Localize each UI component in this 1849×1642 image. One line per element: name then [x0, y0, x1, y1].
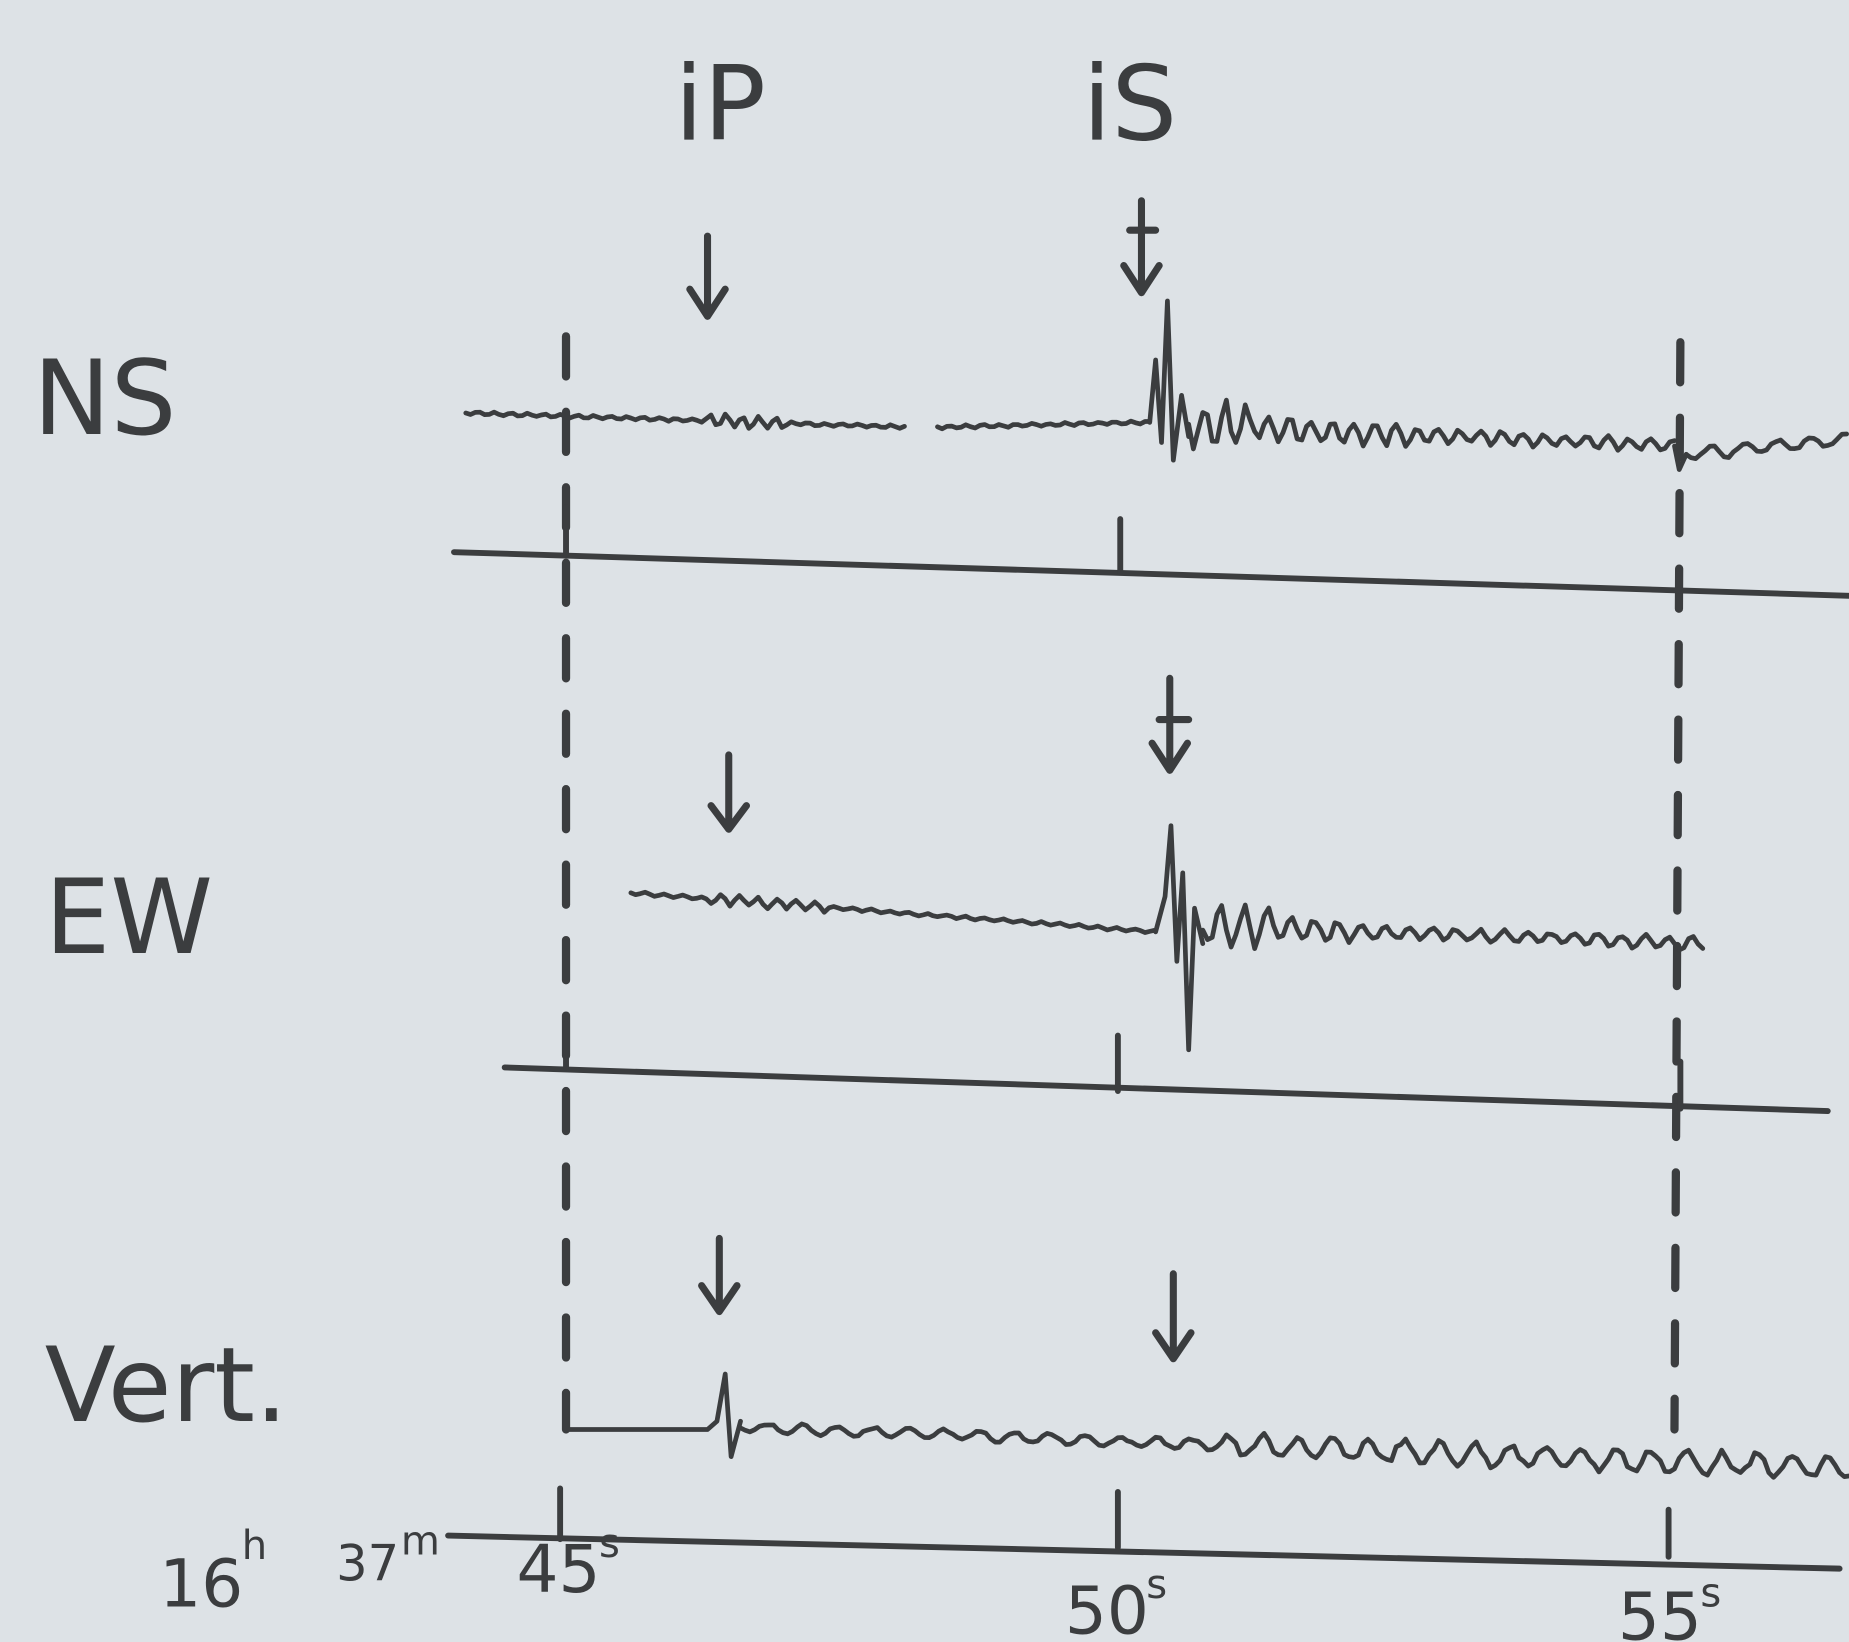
arrow: [1152, 1270, 1195, 1363]
ns-trace: [1683, 431, 1849, 461]
time-tick: [563, 1020, 1684, 1112]
time-tick: [557, 1485, 1672, 1560]
time-line: [451, 549, 1849, 599]
time-unit: s: [1146, 1562, 1167, 1608]
ew-trace: [628, 889, 1157, 935]
arrow: [698, 1234, 741, 1316]
time-unit: m: [401, 1518, 440, 1564]
trace-label: NS: [33, 339, 177, 459]
time-line: [501, 1064, 1831, 1115]
ns-trace: [1672, 443, 1689, 472]
tick-label: 55: [1618, 1578, 1702, 1642]
ew-trace: [1200, 902, 1706, 953]
ns-trace: [1186, 397, 1677, 453]
tick-label: 50: [1065, 1572, 1149, 1642]
vert-trace: [738, 1421, 1849, 1480]
arrow: [707, 751, 750, 833]
dashed-marker: [1670, 338, 1685, 1434]
arrows: [686, 197, 1195, 1363]
trace-label: EW: [45, 858, 213, 978]
time-unit: s: [1700, 1570, 1721, 1616]
time-unit: s: [599, 1521, 620, 1567]
phase-label: iP: [675, 44, 766, 164]
arrow: [1120, 197, 1163, 297]
vert-trace: [563, 1371, 743, 1459]
arrow: [686, 232, 729, 320]
time-line: [445, 1532, 1843, 1572]
ew-trace: [1153, 823, 1206, 1053]
tick-label: 45: [516, 1531, 600, 1608]
traces: [463, 298, 1849, 1480]
arrow: [1148, 674, 1193, 774]
time-hours: 16: [159, 1545, 243, 1622]
time-tick: [563, 504, 1124, 576]
time-unit: h: [242, 1523, 267, 1569]
trace-label: Vert.: [45, 1326, 288, 1446]
time-lines: [445, 504, 1849, 1572]
ns-trace: [463, 409, 907, 431]
ns-trace: [935, 418, 1153, 432]
phase-label: iS: [1083, 44, 1178, 164]
time-minutes: 37: [336, 1534, 399, 1592]
ns-trace: [1147, 298, 1192, 463]
